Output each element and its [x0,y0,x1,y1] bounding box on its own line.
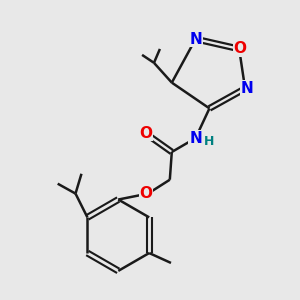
Text: N: N [189,130,202,146]
Text: N: N [189,32,202,46]
Text: O: O [140,126,152,141]
Text: O: O [234,41,247,56]
Text: N: N [241,81,254,96]
Text: O: O [140,186,152,201]
Text: H: H [204,135,214,148]
